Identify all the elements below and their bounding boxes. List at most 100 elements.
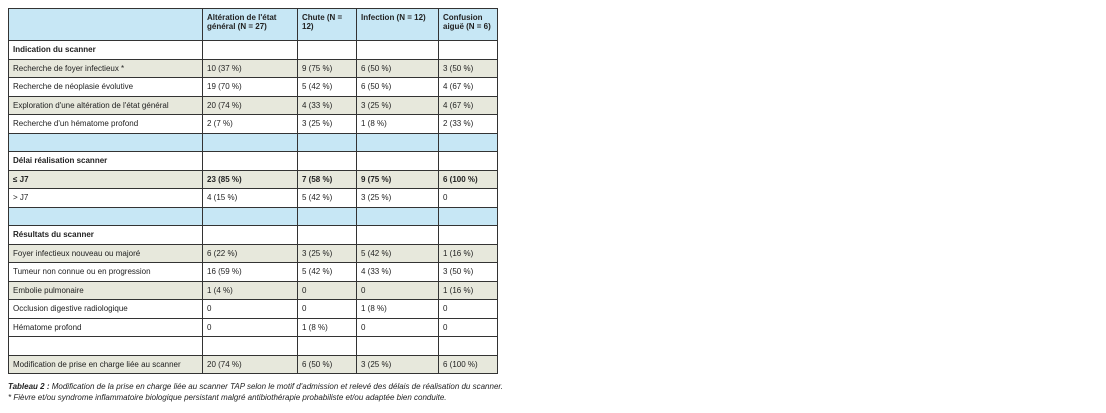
cell: 0: [438, 299, 498, 319]
cell: 19 (70 %): [202, 77, 298, 97]
cell: 9 (75 %): [356, 169, 439, 189]
cell: 1 (8 %): [356, 114, 439, 134]
cell: 5 (42 %): [297, 262, 357, 282]
separator-row: [8, 206, 498, 226]
cell: 4 (33 %): [356, 262, 439, 282]
cell: Délai réalisation scanner: [8, 151, 203, 171]
cell: 0: [202, 299, 298, 319]
cell: 9 (75 %): [297, 58, 357, 78]
cell: Embolie pulmonaire: [8, 280, 203, 300]
cell: Modification de prise en charge liée au …: [8, 354, 203, 374]
cell: Tumeur non connue ou en progression: [8, 262, 203, 282]
cell: 0: [297, 299, 357, 319]
data-row: ≤ J7 23 (85 %) 7 (58 %) 9 (75 %) 6 (100 %): [8, 169, 498, 189]
cell: 0: [438, 188, 498, 208]
cell: 20 (74 %): [202, 354, 298, 374]
cell: 5 (42 %): [297, 77, 357, 97]
cell: 10 (37 %): [202, 58, 298, 78]
cell: [356, 40, 439, 60]
cell: 1 (8 %): [297, 317, 357, 337]
cell: 6 (50 %): [356, 77, 439, 97]
cell: 16 (59 %): [202, 262, 298, 282]
cell: [297, 40, 357, 60]
empty-row: [8, 336, 498, 356]
cell: Chute (N = 12): [297, 8, 357, 41]
cell: [297, 336, 357, 356]
cell: [8, 132, 203, 152]
cell: 4 (67 %): [438, 95, 498, 115]
cell: [356, 132, 439, 152]
caption-note: * Fièvre et/ou syndrome inflammatoire bi…: [8, 393, 447, 402]
cell: 6 (100 %): [438, 354, 498, 374]
data-row: Recherche d'un hématome profond 2 (7 %) 3 …: [8, 114, 498, 134]
cell: [297, 206, 357, 226]
cell: 2 (33 %): [438, 114, 498, 134]
cell: 1 (16 %): [438, 280, 498, 300]
cell: [356, 151, 439, 171]
cell: Infection (N = 12): [356, 8, 439, 41]
cell: Foyer infectieux nouveau ou majoré: [8, 243, 203, 263]
cell: 3 (50 %): [438, 58, 498, 78]
cell: 6 (50 %): [356, 58, 439, 78]
cell: 1 (4 %): [202, 280, 298, 300]
cell: [202, 206, 298, 226]
cell: 4 (15 %): [202, 188, 298, 208]
cell: Hématome profond: [8, 317, 203, 337]
cell: 4 (67 %): [438, 77, 498, 97]
cell: 3 (25 %): [356, 95, 439, 115]
caption-text: Modification de la prise en charge liée …: [51, 382, 503, 391]
section-row: Délai réalisation scanner: [8, 151, 498, 171]
cell: [438, 151, 498, 171]
cell: [438, 206, 498, 226]
data-row: Recherche de néoplasie évolutive 19 (70 %…: [8, 77, 498, 97]
cell: [202, 40, 298, 60]
cell: 0: [202, 317, 298, 337]
cell: Recherche de néoplasie évolutive: [8, 77, 203, 97]
cell: > J7: [8, 188, 203, 208]
cell: [8, 8, 203, 41]
cell: 5 (42 %): [297, 188, 357, 208]
cell: 7 (58 %): [297, 169, 357, 189]
cell: 3 (25 %): [297, 243, 357, 263]
cell: 6 (100 %): [438, 169, 498, 189]
summary-row: Modification de prise en charge liée au …: [8, 354, 498, 374]
cell: 3 (25 %): [297, 114, 357, 134]
data-table: Altération de l'état général (N = 27) Chu…: [8, 8, 498, 374]
cell: 3 (25 %): [356, 354, 439, 374]
cell: 0: [356, 317, 439, 337]
section-row: Résultats du scanner: [8, 225, 498, 245]
caption: Tableau 2 : Modification de la prise en …: [8, 381, 548, 403]
cell: 5 (42 %): [356, 243, 439, 263]
cell: 6 (22 %): [202, 243, 298, 263]
data-row: Embolie pulmonaire 1 (4 %) 0 0 1 (16 %): [8, 280, 498, 300]
separator-row: [8, 132, 498, 152]
section-row: Indication du scanner: [8, 40, 498, 60]
header-row: Altération de l'état général (N = 27) Chu…: [8, 8, 498, 41]
cell: 3 (25 %): [356, 188, 439, 208]
cell: Occlusion digestive radiologique: [8, 299, 203, 319]
cell: Recherche de foyer infectieux *: [8, 58, 203, 78]
cell: Altération de l'état général (N = 27): [202, 8, 298, 41]
caption-label: Tableau 2 :: [8, 382, 50, 391]
cell: Recherche d'un hématome profond: [8, 114, 203, 134]
cell: 20 (74 %): [202, 95, 298, 115]
cell: 0: [438, 317, 498, 337]
cell: Résultats du scanner: [8, 225, 203, 245]
cell: [202, 336, 298, 356]
data-row: Exploration d'une altération de l'état g…: [8, 95, 498, 115]
cell: 1 (16 %): [438, 243, 498, 263]
cell: 4 (33 %): [297, 95, 357, 115]
cell: [356, 336, 439, 356]
cell: [202, 132, 298, 152]
cell: [8, 336, 203, 356]
cell: Confusion aiguë (N = 6): [438, 8, 498, 41]
cell: [356, 225, 439, 245]
cell: 0: [297, 280, 357, 300]
cell: [438, 225, 498, 245]
data-row: Occlusion digestive radiologique 0 0 1 (8 %…: [8, 299, 498, 319]
cell: 0: [356, 280, 439, 300]
cell: [202, 151, 298, 171]
data-row: Hématome profond 0 1 (8 %) 0 0: [8, 317, 498, 337]
cell: 1 (8 %): [356, 299, 439, 319]
cell: [202, 225, 298, 245]
